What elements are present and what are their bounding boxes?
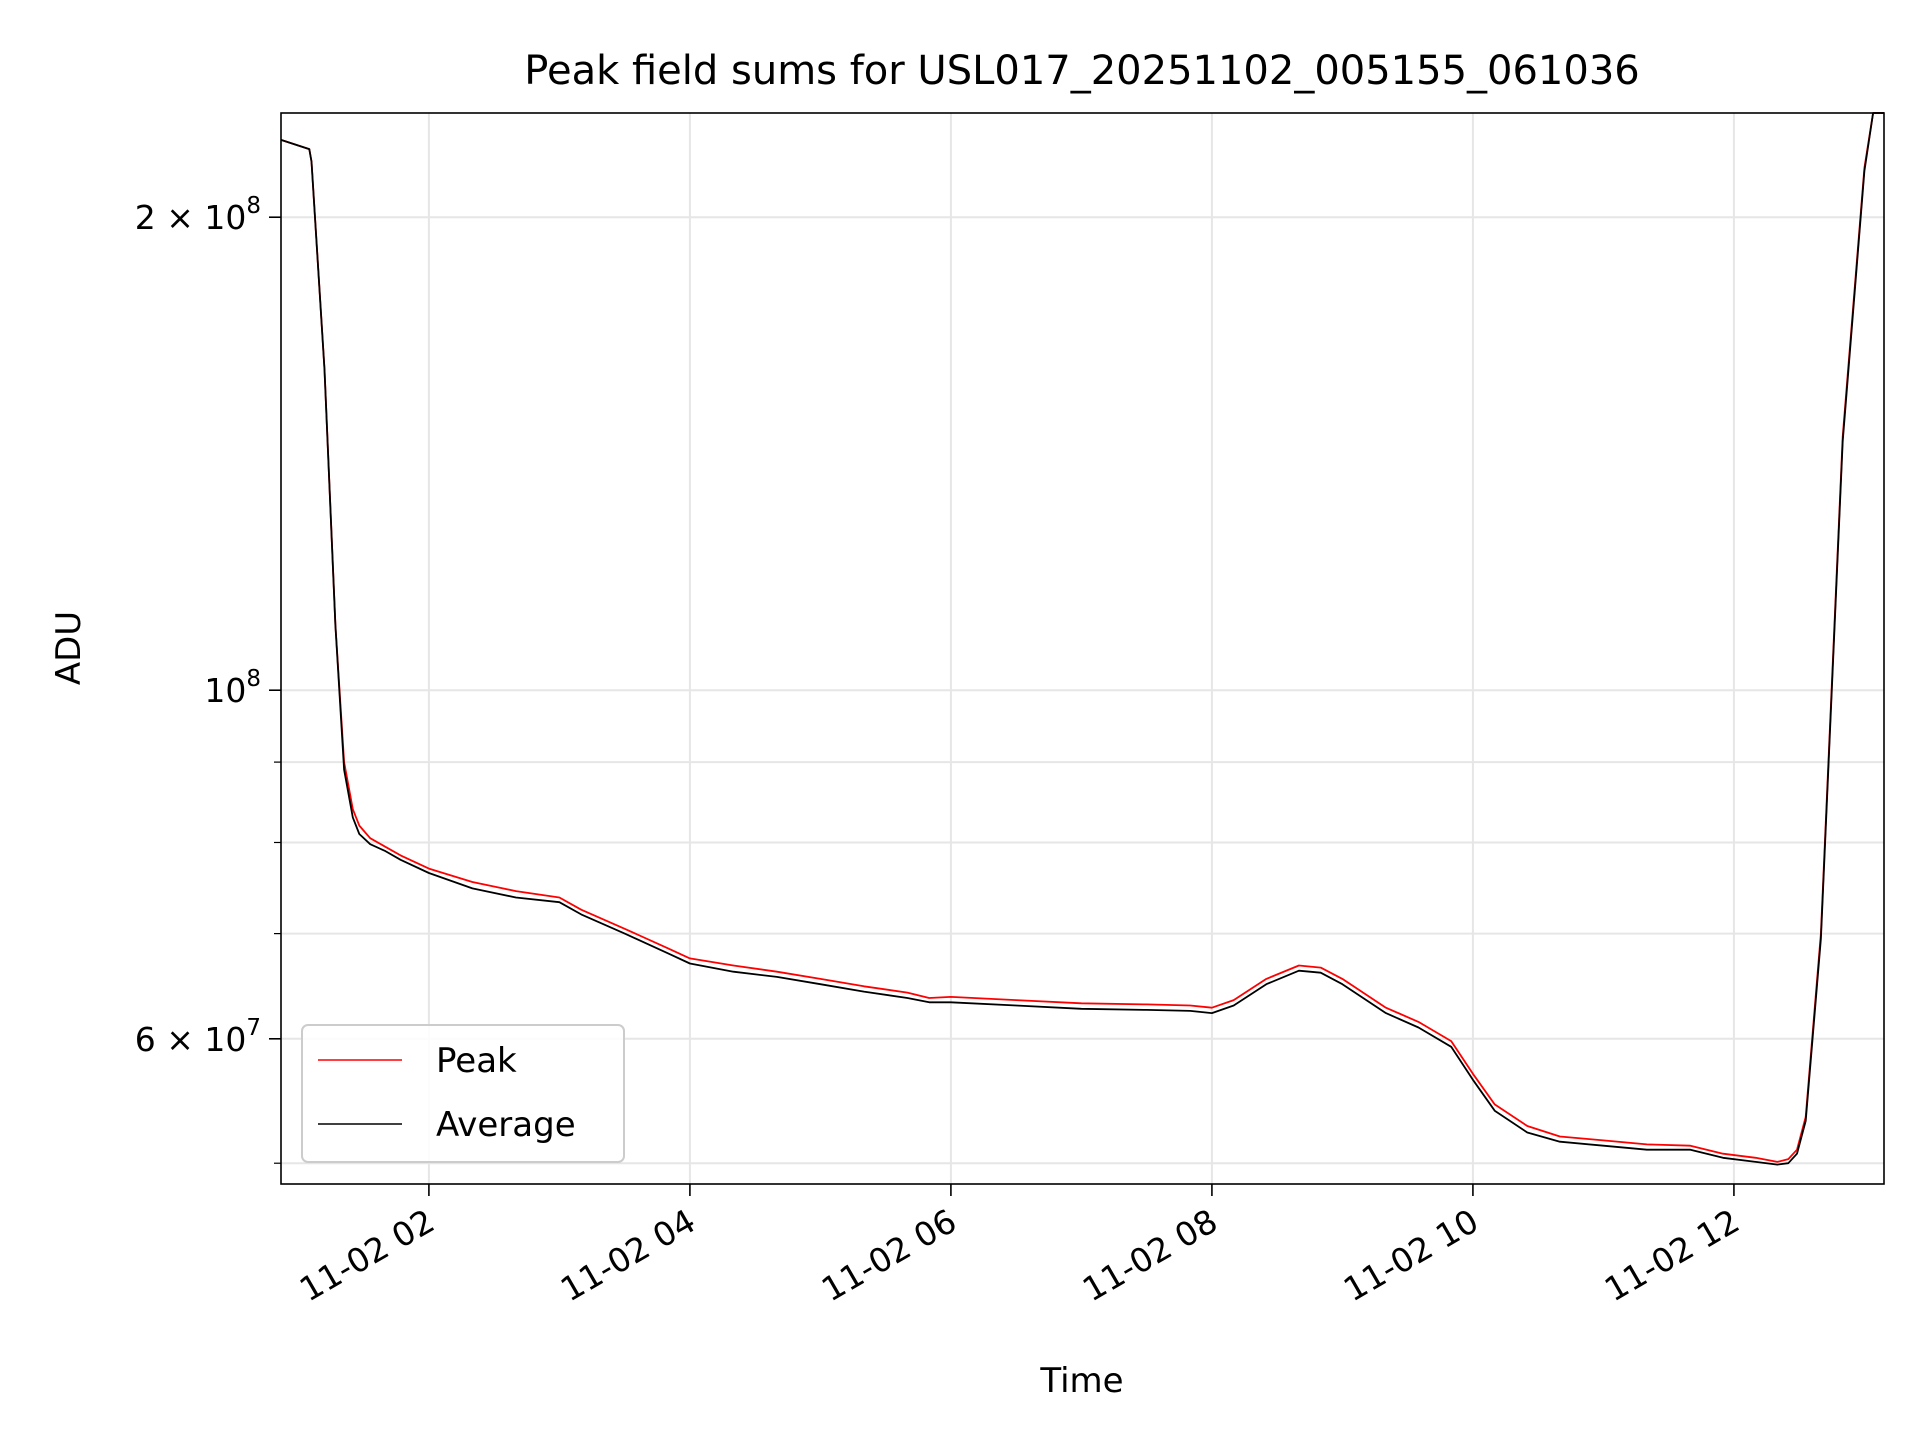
plot-frame <box>280 112 1885 1185</box>
legend-label-average: Average <box>436 1105 576 1145</box>
series-line-average <box>280 112 1884 1166</box>
y-axis-ticks: 6 × 107 108 2 × 108 <box>135 193 281 1164</box>
y-tick-label: 108 <box>204 666 261 710</box>
legend-label-peak: Peak <box>436 1041 517 1081</box>
legend: Peak Average <box>301 1024 625 1163</box>
series-lines <box>280 112 1884 1166</box>
y-axis-label: ADU <box>49 611 89 685</box>
x-axis-label: Time <box>1039 1361 1123 1401</box>
chart-title: Peak field sums for USL017_20251102_0051… <box>524 48 1639 94</box>
plot-area <box>281 113 1884 1184</box>
y-tick-label: 2 × 108 <box>135 193 261 237</box>
grid <box>281 113 1884 1184</box>
y-tick-label: 6 × 107 <box>135 1015 261 1059</box>
series-line-peak <box>280 112 1884 1163</box>
